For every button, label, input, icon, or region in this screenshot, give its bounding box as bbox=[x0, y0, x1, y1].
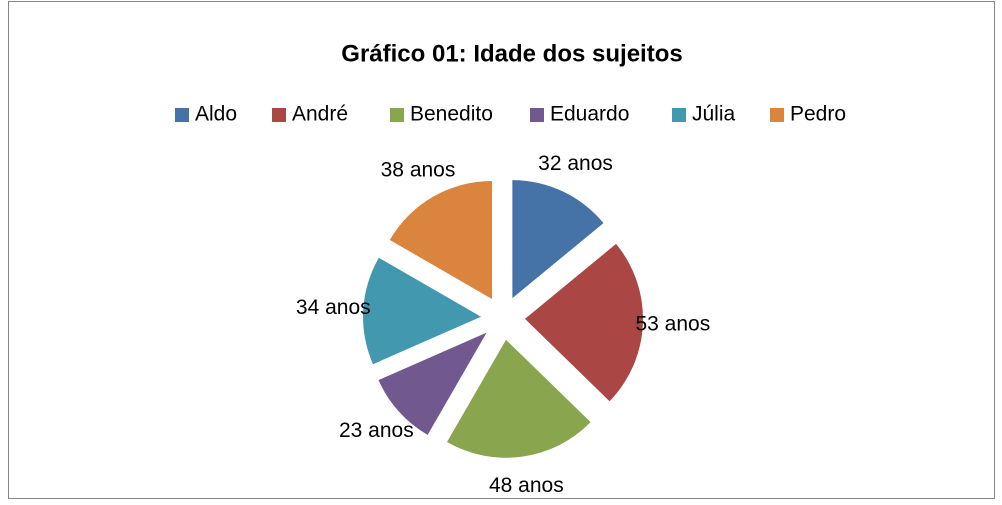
pie-slice bbox=[512, 180, 604, 299]
chart-title: Gráfico 01: Idade dos sujeitos bbox=[341, 40, 682, 67]
pie-slice bbox=[524, 243, 643, 402]
legend-label: Júlia bbox=[692, 103, 736, 126]
data-label: 32 anos bbox=[538, 152, 613, 175]
data-label: 23 anos bbox=[339, 419, 414, 442]
legend-swatch bbox=[272, 108, 286, 122]
data-label: 53 anos bbox=[635, 313, 710, 336]
data-label: 34 anos bbox=[296, 296, 371, 319]
legend-label: André bbox=[292, 103, 348, 126]
legend-swatch bbox=[770, 108, 784, 122]
data-label: 48 anos bbox=[489, 474, 564, 497]
legend-label: Pedro bbox=[790, 103, 846, 126]
legend-label: Aldo bbox=[195, 103, 237, 126]
legend-swatch bbox=[175, 108, 189, 122]
pie-slice bbox=[389, 180, 492, 299]
pie-slice bbox=[363, 257, 482, 365]
pie-slice bbox=[447, 339, 591, 458]
pie-slice bbox=[378, 332, 487, 435]
legend-label: Benedito bbox=[410, 103, 493, 126]
data-label: 38 anos bbox=[381, 158, 456, 181]
legend-swatch bbox=[672, 108, 686, 122]
legend-swatch bbox=[390, 108, 404, 122]
legend-swatch bbox=[530, 108, 544, 122]
legend-label: Eduardo bbox=[550, 103, 629, 126]
